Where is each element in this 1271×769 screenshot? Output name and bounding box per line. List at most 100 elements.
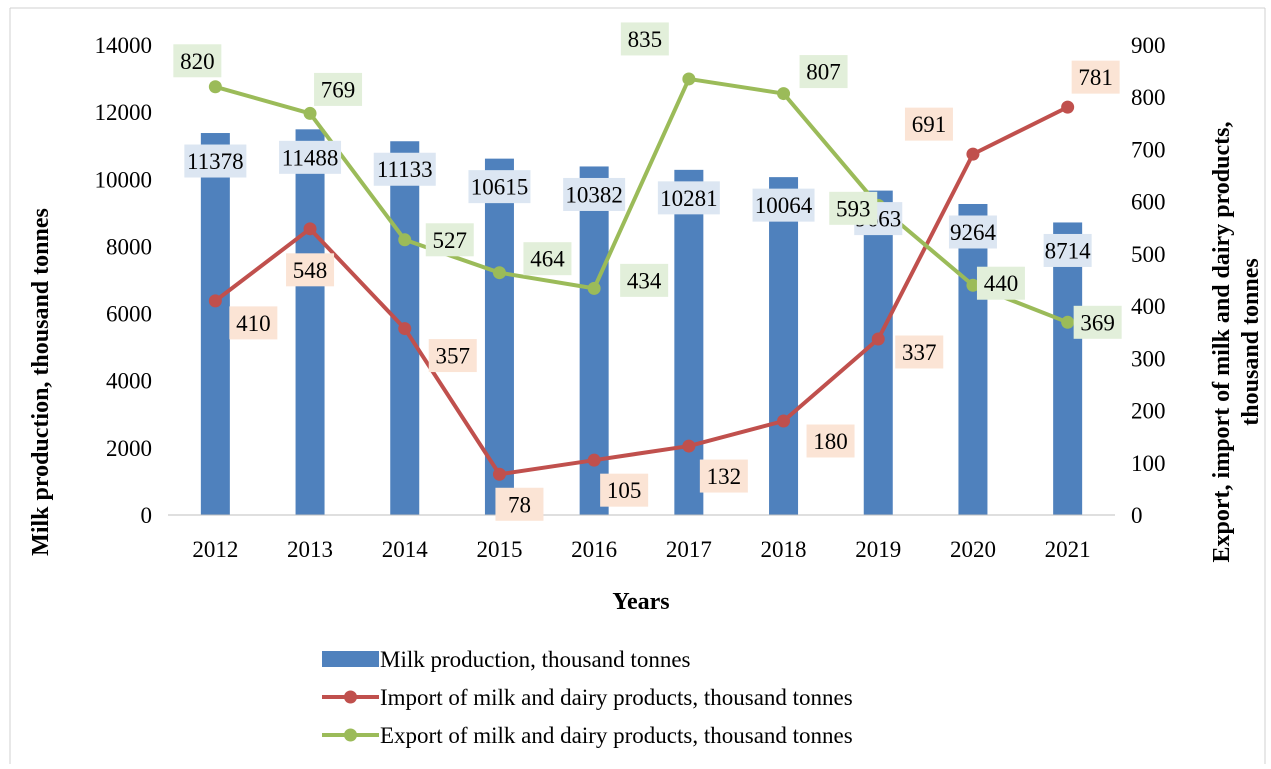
export-data-label: 820: [180, 49, 215, 74]
export-data-label-bg: [1073, 305, 1122, 339]
import-data-label-bg: [806, 424, 855, 458]
export-data-label-bg: [425, 223, 474, 257]
export-data-label-bg: [173, 44, 222, 78]
import-point-2019: [871, 332, 885, 346]
import-point-2017: [682, 439, 696, 453]
import-data-label-bg: [1071, 60, 1120, 94]
bar-data-label: 10382: [565, 182, 623, 207]
export-point-2013: [303, 106, 317, 120]
import-data-label-bg: [904, 107, 953, 141]
x-tick-label: 2019: [855, 537, 901, 562]
bar-data-label-bg: [657, 181, 720, 215]
import-point-2021: [1061, 100, 1075, 114]
bar-data-label: 11378: [187, 149, 244, 174]
import-data-label-bg: [600, 473, 649, 507]
x-tick-label: 2012: [192, 537, 238, 562]
export-data-label-bg: [976, 266, 1025, 300]
export-data-label: 769: [321, 77, 356, 102]
legend-marker-export: [344, 728, 357, 742]
bar-2018: [769, 177, 799, 515]
import-data-label: 180: [813, 429, 848, 454]
x-tick-label: 2021: [1045, 537, 1091, 562]
x-axis-title: Years: [612, 589, 669, 615]
bar-data-label: 10064: [755, 193, 813, 218]
import-data-label: 132: [707, 464, 742, 489]
import-data-label: 357: [436, 344, 471, 369]
y-left-tick-label: 0: [141, 503, 153, 528]
import-point-2014: [398, 322, 412, 336]
export-data-label-bg: [314, 72, 363, 106]
bar-2012: [200, 133, 230, 515]
export-point-2017: [682, 72, 696, 86]
import-data-label-bg: [895, 335, 944, 369]
import-data-label: 781: [1078, 65, 1113, 90]
import-data-label: 105: [607, 478, 642, 503]
bar-2013: [295, 129, 325, 515]
bar-data-label-bg: [184, 144, 247, 178]
x-tick-label: 2018: [761, 537, 807, 562]
y-right-tick-label: 0: [1131, 503, 1143, 528]
y-left-tick-label: 14000: [95, 33, 153, 58]
export-data-label-bg: [829, 191, 878, 225]
import-data-label: 548: [293, 258, 328, 283]
y-right-tick-label: 200: [1131, 399, 1166, 424]
y-left-tick-label: 4000: [106, 369, 152, 394]
export-point-2016: [587, 281, 601, 295]
import-point-2016: [587, 453, 601, 467]
bar-2017: [674, 169, 704, 515]
export-point-2015: [492, 266, 506, 280]
x-tick-label: 2013: [287, 537, 333, 562]
y-right-tick-label: 600: [1131, 190, 1166, 215]
export-data-label: 835: [628, 27, 663, 52]
bar-2015: [484, 158, 514, 515]
export-data-label: 593: [836, 196, 871, 221]
export-line: [214, 76, 1069, 325]
y-left-tick-label: 8000: [106, 234, 152, 259]
y-left-tick-label: 10000: [95, 167, 153, 192]
export-data-label-bg: [523, 242, 572, 276]
import-point-2020: [966, 147, 980, 161]
export-data-label: 369: [1080, 310, 1115, 335]
export-data-label-bg: [799, 55, 848, 89]
import-data-label: 410: [236, 311, 271, 336]
bar-data-label-bg: [948, 215, 997, 249]
export-point-2021: [1061, 315, 1075, 329]
import-point-2012: [208, 294, 222, 308]
export-point-2012: [208, 80, 222, 94]
y-right-axis-title-line2: thousand tonnes: [1238, 258, 1264, 425]
y-left-tick-label: 12000: [95, 100, 153, 125]
y-right-tick-label: 800: [1131, 85, 1166, 110]
bar-data-label-bg: [1043, 233, 1092, 267]
y-left-axis-title: Milk production, thousand tonnes: [28, 208, 54, 556]
y-right-tick-label: 300: [1131, 346, 1166, 371]
export-point-2018: [777, 87, 791, 101]
y-right-tick-label: 700: [1131, 137, 1166, 162]
export-data-label: 527: [433, 228, 468, 253]
legend-label-export: Export of milk and dairy products, thous…: [380, 723, 853, 748]
x-tick-label: 2014: [382, 537, 429, 562]
y-right-axis-title-line1: Export, import of milk and dairy product…: [1209, 122, 1235, 563]
export-data-label: 464: [530, 247, 565, 272]
y-right-tick-label: 100: [1131, 451, 1166, 476]
import-data-label-bg: [286, 253, 335, 287]
legend-label-milk: Milk production, thousand tonnes: [380, 647, 691, 672]
import-data-label-bg: [428, 339, 477, 373]
import-point-2013: [303, 222, 317, 236]
legend-label-import: Import of milk and dairy products, thous…: [380, 685, 853, 710]
y-right-tick-label: 500: [1131, 242, 1166, 267]
import-data-label-bg: [699, 459, 748, 493]
export-data-label-bg: [620, 22, 669, 56]
import-data-label: 337: [902, 340, 937, 365]
export-data-label: 807: [806, 60, 841, 85]
bar-data-label: 10281: [660, 186, 718, 211]
bar-data-label: 8714: [1045, 238, 1092, 263]
import-point-2018: [777, 414, 791, 428]
y-left-tick-label: 2000: [106, 436, 152, 461]
x-tick-label: 2020: [950, 537, 996, 562]
export-point-2014: [398, 233, 412, 247]
y-right-tick-label: 900: [1131, 33, 1166, 58]
legend-marker-import: [344, 690, 357, 704]
y-right-tick-label: 400: [1131, 294, 1166, 319]
